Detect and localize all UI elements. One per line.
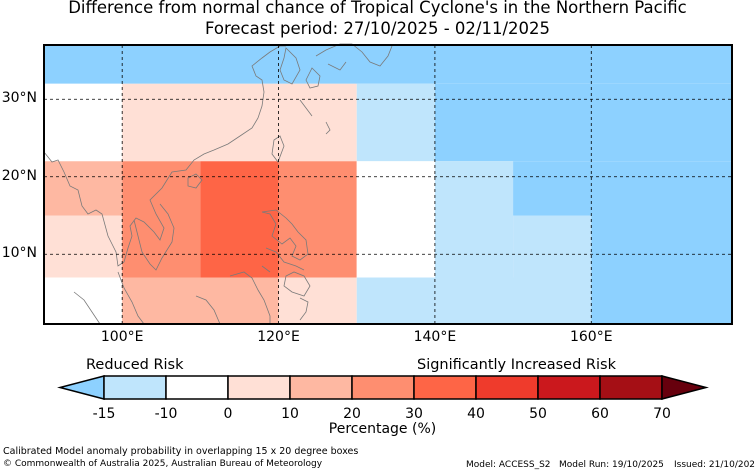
risk-cell (122, 83, 357, 162)
risk-cell (44, 45, 732, 84)
colorbar-segment (103, 375, 167, 400)
risk-cell (200, 161, 279, 216)
colorbar-segment (289, 375, 353, 400)
risk-cell (278, 161, 357, 216)
coast-luzon (261, 209, 309, 261)
coast-visayas (261, 247, 305, 273)
longitude-label: 100°E (100, 329, 144, 345)
coast-ryukyu (299, 99, 331, 135)
chart-title: Difference from normal chance of Tropica… (68, 0, 687, 17)
coast-malaysia (73, 271, 145, 325)
longitude-label: 160°E (569, 329, 613, 345)
risk-cell (200, 215, 279, 278)
colorbar-tick-label: 30 (405, 406, 423, 422)
coastlines (43, 43, 393, 325)
colorbar-tick-label: 10 (281, 406, 299, 422)
coast-mindanao (283, 271, 311, 297)
risk-cell (356, 161, 435, 216)
colorbar-segment (227, 375, 291, 400)
forecast-period: Forecast period: 27/10/2025 - 02/11/2025 (204, 19, 551, 38)
risk-cell (356, 83, 435, 162)
colorbar-segment (413, 375, 477, 400)
colorbar-segment (165, 375, 229, 400)
risk-cell (356, 215, 435, 278)
latitude-label: 10°N (1, 245, 37, 262)
risk-cell (44, 277, 123, 324)
risk-cell (44, 161, 123, 216)
increased-risk-label: Significantly Increased Risk (417, 357, 616, 373)
coast-japan (305, 43, 393, 89)
risk-cell (44, 83, 123, 162)
colorbar-extend-high (661, 375, 709, 400)
colorbar-tick-label: 20 (343, 406, 361, 422)
colorbar-tick-label: 50 (529, 406, 547, 422)
risk-cell (278, 277, 357, 324)
footer-copyright: © Commonwealth of Australia 2025, Austra… (3, 459, 323, 469)
colorbar-tick-label: 40 (467, 406, 485, 422)
colorbar-segment (537, 375, 601, 400)
coast-china (43, 45, 286, 267)
footer-note: Calibrated Model anomaly probability in … (3, 446, 359, 457)
longitude-label: 140°E (413, 329, 457, 345)
risk-cell (591, 215, 732, 278)
coast-sulawesi (299, 297, 309, 321)
colorbar-tick-label: 70 (653, 406, 671, 422)
colorbar-segment (599, 375, 663, 400)
map-frame (43, 44, 733, 325)
colorbar-tick-label: 0 (223, 406, 233, 422)
risk-cell (434, 215, 514, 278)
gridlines (44, 45, 732, 324)
risk-cell (434, 161, 514, 216)
reduced-risk-label: Reduced Risk (86, 357, 184, 373)
latitude-label: 20°N (1, 167, 37, 184)
colorbar-tick-label: -15 (92, 406, 116, 422)
coast-taiwan (271, 135, 285, 163)
coast-vietnam (133, 203, 175, 271)
latitude-label: 30°N (1, 90, 37, 107)
footer-model: Model: ACCESS_S2 (466, 460, 551, 470)
colorbar-label: Percentage (%) (328, 421, 437, 437)
longitude-label: 120°E (257, 329, 300, 345)
risk-cell (356, 277, 592, 324)
risk-cell (434, 83, 732, 162)
colorbar-segment (351, 375, 415, 400)
footer-issued: Issued: 21/10/2025 (674, 460, 755, 470)
risk-cell (122, 277, 279, 324)
colorbar-tick-label: -10 (154, 406, 178, 422)
risk-cell (513, 215, 592, 278)
footer-model-run: Model Run: 19/10/2025 (559, 460, 664, 470)
risk-cell (44, 215, 123, 278)
risk-cell (591, 277, 732, 324)
colorbar-extend-low (57, 375, 105, 400)
risk-cell (513, 161, 732, 216)
colorbar-segment (475, 375, 539, 400)
coast-korea (279, 47, 301, 85)
coast-borneo (195, 271, 271, 325)
colorbar-tick-label: 60 (591, 406, 609, 422)
coast-hainan (187, 173, 203, 189)
risk-cell (278, 215, 357, 278)
